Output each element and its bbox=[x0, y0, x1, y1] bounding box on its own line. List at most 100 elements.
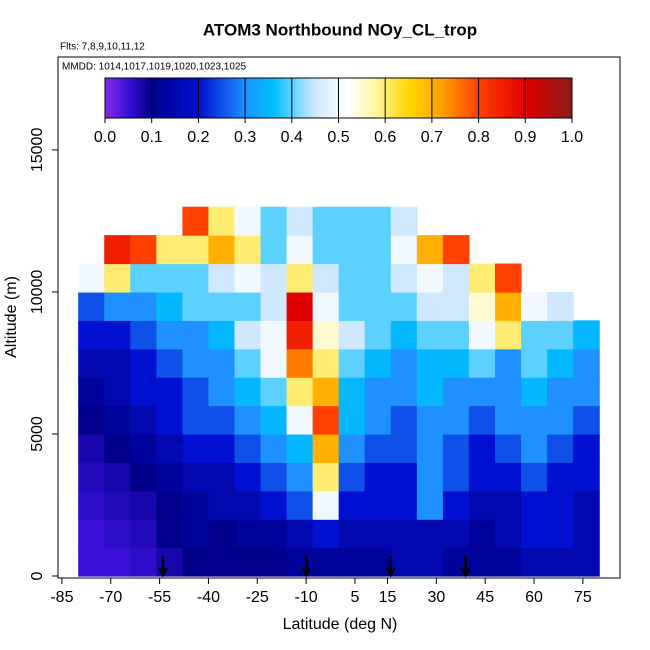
cell bbox=[104, 490, 131, 520]
cell bbox=[78, 348, 105, 378]
cell bbox=[338, 405, 366, 435]
cell bbox=[182, 433, 210, 463]
colorbar-tick-label: 0.5 bbox=[327, 129, 349, 146]
cell bbox=[234, 206, 262, 236]
cell bbox=[521, 519, 548, 549]
cell bbox=[521, 377, 548, 407]
cell bbox=[338, 291, 366, 321]
cell bbox=[338, 519, 366, 549]
cell bbox=[573, 490, 600, 520]
cell bbox=[573, 547, 600, 577]
cell bbox=[547, 405, 574, 435]
cell bbox=[312, 462, 340, 492]
cell bbox=[416, 320, 444, 350]
colorbar-tick-label: 0.2 bbox=[187, 129, 209, 146]
cell bbox=[286, 433, 314, 463]
cell bbox=[104, 348, 131, 378]
cell bbox=[494, 547, 522, 577]
cell bbox=[312, 348, 340, 378]
cell bbox=[156, 291, 183, 321]
cell bbox=[234, 235, 262, 265]
cell bbox=[416, 519, 444, 549]
cell bbox=[364, 547, 392, 577]
cell bbox=[442, 405, 470, 435]
cell bbox=[494, 405, 522, 435]
cell bbox=[364, 206, 392, 236]
cell bbox=[208, 206, 236, 236]
cell bbox=[208, 235, 236, 265]
cell bbox=[78, 263, 105, 293]
cell bbox=[390, 433, 418, 463]
cell bbox=[182, 462, 210, 492]
cell bbox=[390, 547, 418, 577]
colorbar-tick-label: 1.0 bbox=[561, 129, 583, 146]
colorbar-tick-label: 0.6 bbox=[374, 129, 396, 146]
cell bbox=[286, 348, 314, 378]
cell bbox=[104, 462, 131, 492]
cell bbox=[468, 263, 496, 293]
cell bbox=[364, 462, 392, 492]
cell bbox=[468, 291, 496, 321]
cell bbox=[182, 519, 210, 549]
cell bbox=[521, 291, 548, 321]
x-tick-label: 5 bbox=[351, 589, 360, 606]
x-tick-label: 15 bbox=[379, 589, 397, 606]
cell bbox=[494, 377, 522, 407]
cell bbox=[260, 291, 288, 321]
cell bbox=[130, 462, 157, 492]
cell bbox=[338, 462, 366, 492]
cell bbox=[260, 519, 288, 549]
cell bbox=[260, 377, 288, 407]
cell bbox=[286, 235, 314, 265]
cell bbox=[156, 320, 183, 350]
cell bbox=[312, 405, 340, 435]
x-tick-label: 45 bbox=[476, 589, 494, 606]
cell bbox=[468, 433, 496, 463]
colorbar-tick-label: 0.7 bbox=[421, 129, 443, 146]
cell bbox=[442, 263, 470, 293]
cell bbox=[338, 235, 366, 265]
cell bbox=[521, 348, 548, 378]
cell bbox=[130, 320, 157, 350]
cell bbox=[494, 519, 522, 549]
cell bbox=[573, 320, 600, 350]
cell bbox=[104, 263, 131, 293]
cell bbox=[156, 405, 183, 435]
cell bbox=[208, 547, 236, 577]
cell bbox=[364, 377, 392, 407]
cell bbox=[390, 206, 418, 236]
colorbar-tick-label: 0.3 bbox=[234, 129, 256, 146]
cell bbox=[130, 291, 157, 321]
cell bbox=[260, 235, 288, 265]
cell bbox=[312, 519, 340, 549]
y-tick-label: 15000 bbox=[29, 128, 46, 173]
cell bbox=[521, 490, 548, 520]
x-tick-label: -55 bbox=[148, 589, 171, 606]
cell bbox=[208, 490, 236, 520]
cell bbox=[78, 377, 105, 407]
cell bbox=[104, 291, 131, 321]
cell bbox=[390, 320, 418, 350]
cell bbox=[416, 263, 444, 293]
cell bbox=[286, 519, 314, 549]
cell bbox=[416, 462, 444, 492]
cell bbox=[547, 377, 574, 407]
cell bbox=[338, 348, 366, 378]
arrow bbox=[157, 556, 168, 578]
cell bbox=[573, 377, 600, 407]
cell bbox=[234, 462, 262, 492]
cell bbox=[468, 490, 496, 520]
cell bbox=[416, 547, 444, 577]
cell bbox=[234, 519, 262, 549]
cell bbox=[390, 235, 418, 265]
cell bbox=[494, 490, 522, 520]
cell bbox=[521, 462, 548, 492]
chart-title: ATOM3 Northbound NOy_CL_trop bbox=[203, 20, 477, 39]
arrow bbox=[385, 556, 396, 578]
cell bbox=[182, 320, 210, 350]
cell bbox=[260, 320, 288, 350]
cell bbox=[286, 263, 314, 293]
cell bbox=[521, 433, 548, 463]
cell bbox=[390, 405, 418, 435]
